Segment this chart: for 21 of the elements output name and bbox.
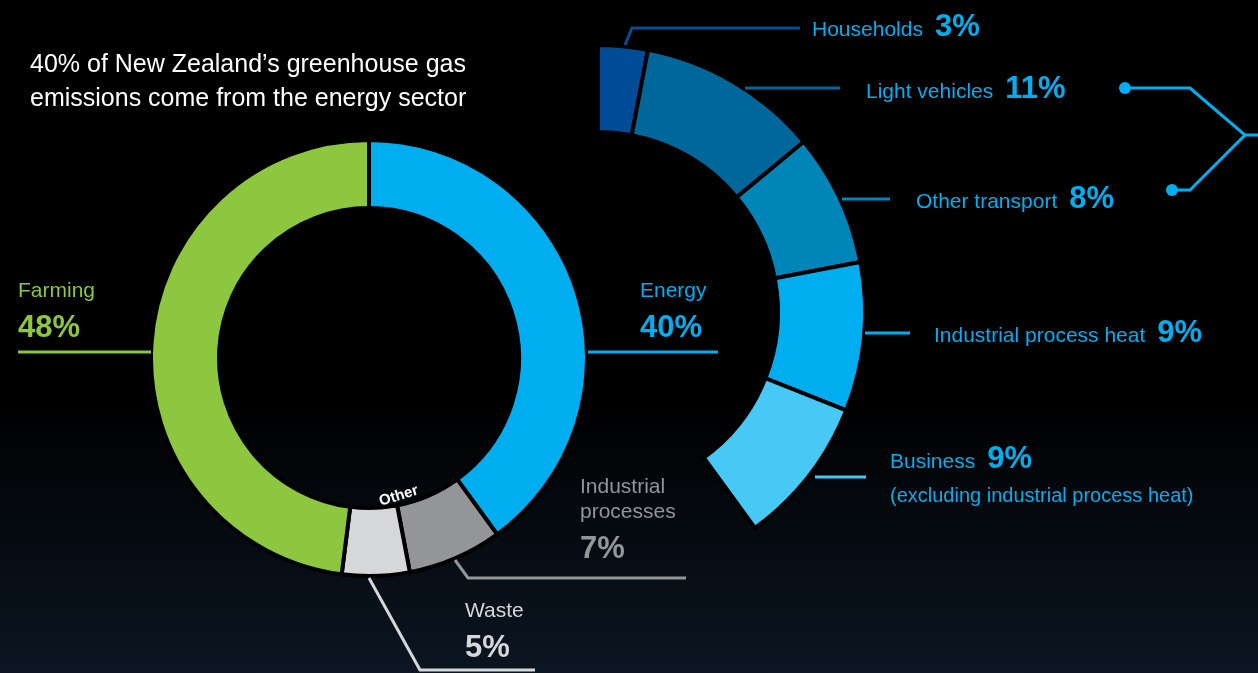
legend-label: Light vehicles xyxy=(866,79,994,102)
slice-label: Farming xyxy=(18,278,96,301)
data-label: 9% xyxy=(1157,314,1203,349)
data-label: 9% xyxy=(987,440,1033,475)
slice-label: Industrial process heat xyxy=(934,323,1146,346)
data-label: 3% xyxy=(934,8,980,43)
text: (excluding industrial process heat) xyxy=(890,484,1194,506)
chart-title: 40% of New Zealand’s greenhouse gas emissions come from the energy sector xyxy=(30,49,467,111)
legend-label: Other transport xyxy=(916,189,1058,212)
data-label: 5% xyxy=(465,629,510,664)
slice-label: Business xyxy=(890,449,976,472)
data-label: 48% xyxy=(18,309,81,344)
data-label: 40% xyxy=(640,309,703,344)
slice-label: Waste xyxy=(465,598,524,621)
data-label: 7% xyxy=(580,530,625,565)
text: Other xyxy=(376,480,421,509)
slice-label: Households xyxy=(812,17,923,40)
slice-label: Energy xyxy=(640,278,708,301)
data-label: 11% xyxy=(1005,70,1066,105)
data-label: 8% xyxy=(1069,180,1115,215)
slice-label: Industrial processes xyxy=(580,474,676,522)
